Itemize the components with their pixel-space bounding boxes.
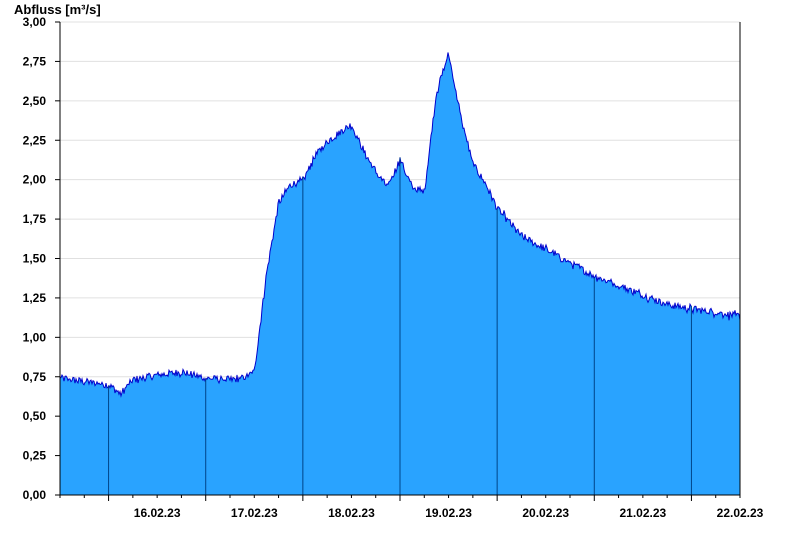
y-tick-label: 0,75: [23, 370, 47, 384]
y-tick-label: 1,50: [23, 252, 47, 266]
y-axis-ticks: 0,00 0,25 0,50 0,75 1,00 1,25 1,50 1,75 2,00 2,25…: [23, 15, 60, 502]
y-tick-label: 1,00: [23, 330, 47, 344]
x-tick-label: 18.02.23: [328, 506, 375, 520]
y-tick-label: 0,25: [23, 449, 47, 463]
y-axis-label: Abfluss [m³/s]: [14, 2, 101, 17]
y-tick-label: 2,75: [23, 54, 47, 68]
x-tick-label: 22.02.23: [717, 506, 764, 520]
y-tick-label: 2,25: [23, 133, 47, 147]
y-tick-label: 0,00: [23, 488, 47, 502]
x-tick-label: 17.02.23: [231, 506, 278, 520]
y-tick-label: 0,50: [23, 409, 47, 423]
y-tick-label: 1,75: [23, 212, 47, 226]
x-tick-label: 16.02.23: [134, 506, 181, 520]
y-tick-label: 2,50: [23, 94, 47, 108]
y-tick-label: 2,00: [23, 173, 47, 187]
y-tick-label: 3,00: [23, 15, 47, 29]
x-tick-label: 19.02.23: [425, 506, 472, 520]
x-tick-label: 21.02.23: [619, 506, 666, 520]
x-tick-label: 20.02.23: [522, 506, 569, 520]
day-separator-lines: [108, 157, 692, 495]
y-tick-label: 1,25: [23, 291, 47, 305]
x-axis-ticks: 16.02.23 17.02.23 18.02.23 19.02.23 20.02.23…: [59, 495, 764, 520]
